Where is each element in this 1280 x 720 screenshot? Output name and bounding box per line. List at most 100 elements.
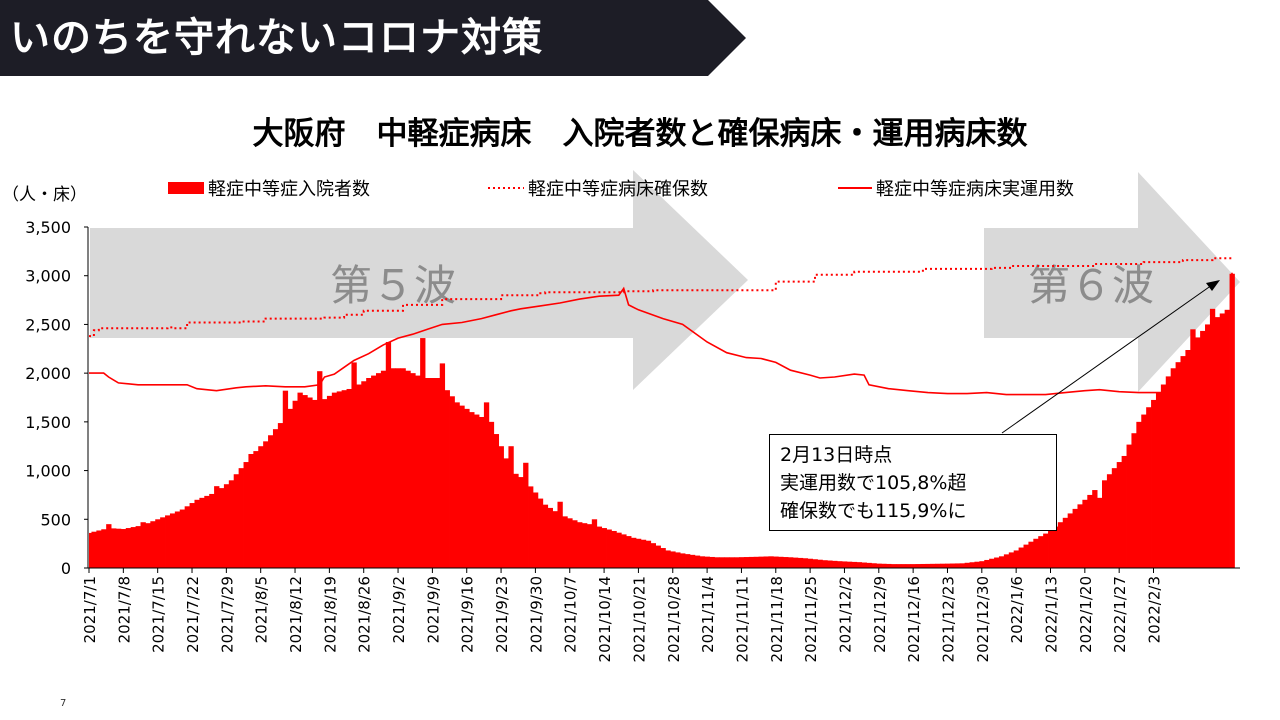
- bar: [425, 378, 431, 568]
- page-number: 7: [60, 698, 67, 709]
- chart-title: 大阪府 中軽症病床 入院者数と確保病床・運用病床数: [252, 116, 1028, 152]
- bar: [174, 511, 181, 568]
- bar: [680, 553, 686, 568]
- legend-label-operational: 軽症中等症病床実運用数: [876, 179, 1074, 200]
- bar: [1116, 462, 1123, 568]
- bar: [312, 399, 318, 568]
- bar: [287, 408, 293, 568]
- bar: [326, 395, 333, 568]
- x-tick-label: 2021/8/26: [356, 576, 374, 653]
- bar: [1111, 468, 1118, 568]
- bar: [498, 446, 504, 568]
- bar: [1190, 329, 1196, 568]
- bar: [1224, 309, 1230, 568]
- annotation-line-3: 確保数でも115,9%に: [780, 500, 967, 522]
- bar: [1082, 499, 1088, 568]
- bar: [778, 556, 784, 568]
- bar: [115, 528, 122, 568]
- x-tick-label: 2021/11/25: [802, 576, 820, 662]
- x-tick-label: 2021/7/22: [184, 576, 202, 653]
- bar: [341, 390, 347, 568]
- bar: [1048, 530, 1054, 568]
- bar: [179, 509, 186, 568]
- annotation-arrowhead: [1206, 280, 1220, 291]
- bar: [125, 528, 132, 568]
- bar: [837, 561, 843, 568]
- bar: [331, 392, 338, 568]
- y-tick-label: 2,500: [25, 315, 71, 334]
- bar: [626, 536, 632, 568]
- secured-beds-line: [89, 257, 1232, 338]
- bar: [596, 526, 603, 568]
- bar: [493, 434, 500, 568]
- bar: [1160, 384, 1167, 568]
- bar: [832, 560, 838, 568]
- bar: [209, 493, 215, 568]
- bar: [297, 392, 303, 568]
- bar: [998, 556, 1005, 568]
- x-tick-label: 2021/8/12: [287, 576, 305, 653]
- bar: [469, 412, 475, 568]
- x-tick-label: 2021/11/18: [768, 576, 786, 662]
- bar: [905, 564, 912, 568]
- y-tick-label: 0: [61, 559, 71, 578]
- bar: [738, 557, 745, 568]
- bar: [135, 526, 141, 568]
- bar: [699, 556, 706, 568]
- x-tick-label: 2021/9/2: [390, 576, 408, 643]
- bar: [400, 368, 406, 568]
- wave6-arrow: [984, 172, 1240, 392]
- annotation-line-1: 2月13日時点: [780, 444, 893, 466]
- legend-label-capacity: 軽症中等症病床確保数: [528, 179, 708, 200]
- bar: [788, 557, 794, 568]
- bar: [773, 556, 779, 568]
- bar: [307, 397, 313, 568]
- bar: [282, 390, 289, 568]
- bar: [616, 532, 622, 568]
- bar-series: [89, 273, 1235, 568]
- bar: [537, 498, 544, 568]
- bar: [1146, 407, 1152, 568]
- bar: [1219, 313, 1226, 568]
- x-tick-label: 2021/10/21: [630, 576, 648, 662]
- bar: [214, 486, 220, 568]
- bar: [660, 548, 666, 568]
- bar: [488, 421, 495, 568]
- bar: [91, 531, 97, 568]
- x-tick-label: 2021/12/2: [836, 576, 854, 653]
- bar: [219, 488, 225, 568]
- x-tick-label: 2021/12/23: [939, 576, 957, 662]
- bar: [474, 414, 480, 568]
- bar: [635, 538, 642, 568]
- bar: [964, 562, 970, 568]
- bar: [1165, 376, 1172, 568]
- bar: [900, 564, 907, 568]
- bar: [577, 522, 583, 568]
- bar: [223, 484, 230, 568]
- bar: [734, 557, 740, 568]
- bar: [1092, 490, 1098, 568]
- bar: [552, 511, 558, 568]
- bar: [233, 474, 240, 568]
- bar: [106, 524, 112, 568]
- bar: [1151, 399, 1157, 568]
- bar: [508, 446, 514, 568]
- bar: [346, 388, 352, 568]
- bar: [792, 557, 799, 568]
- bar: [194, 499, 200, 568]
- bar: [184, 506, 190, 568]
- x-tick-label: 2021/8/19: [321, 576, 339, 653]
- slide-title: いのちを守れないコロナ対策: [10, 15, 543, 61]
- bar: [277, 423, 284, 568]
- bar: [1013, 550, 1020, 568]
- bar: [395, 368, 401, 568]
- bar: [1062, 517, 1069, 568]
- bar: [748, 556, 755, 568]
- wave5-arrow: [90, 170, 748, 390]
- bar: [670, 551, 676, 568]
- x-tick-label: 2021/12/9: [871, 576, 889, 653]
- x-tick-label: 2022/1/20: [1077, 576, 1095, 653]
- x-tick-label: 2021/10/7: [562, 576, 580, 653]
- bar: [979, 561, 985, 568]
